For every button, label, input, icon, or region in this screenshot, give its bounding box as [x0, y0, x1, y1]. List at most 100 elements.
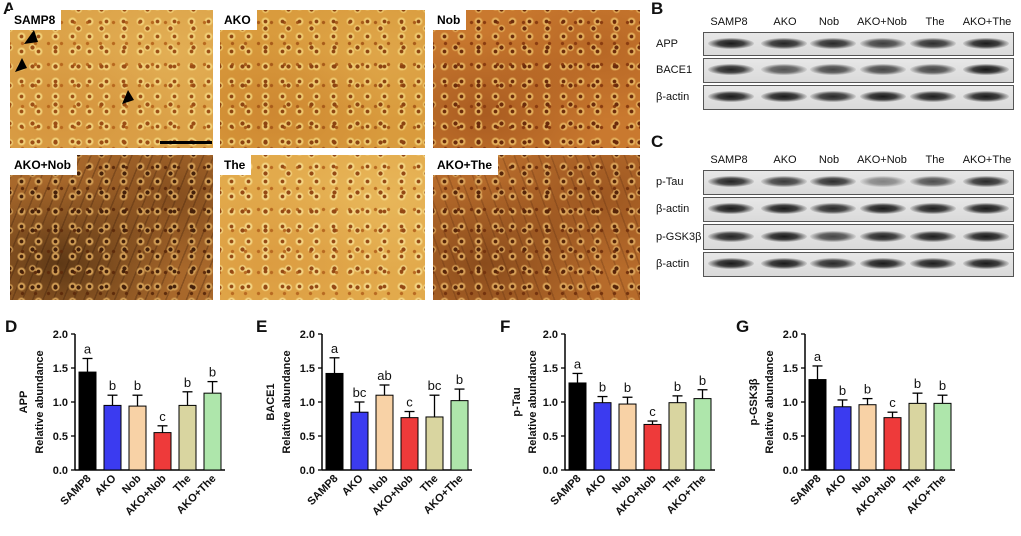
micrograph-ako-nob: AKO+Nob — [10, 155, 213, 300]
micrograph-label: AKO+Nob — [10, 155, 77, 175]
bar-the — [668, 402, 687, 471]
significance-letter: bc — [428, 378, 442, 393]
blot-band — [963, 91, 1009, 102]
blot-row-label: β-actin — [656, 203, 690, 215]
panel-label-c: C — [651, 132, 664, 151]
bar-ako-nob — [643, 423, 662, 471]
y-axis-title-marker: APP — [18, 391, 30, 414]
blot-band — [860, 91, 906, 102]
y-tick-label: 0.5 — [543, 431, 558, 443]
bar-samp8 — [808, 379, 827, 471]
bar-charts: APP Relative abundance 0.0 0.5 1.0 1.5 2.0 a SAM… — [18, 329, 955, 518]
significance-letter: c — [649, 404, 656, 419]
blot-row-label: β-actin — [656, 258, 690, 270]
blot-lane-label: Nob — [818, 154, 840, 166]
blot-band — [910, 91, 956, 102]
significance-letter: c — [159, 409, 166, 424]
blot-band — [708, 64, 754, 75]
bar-ako-the — [203, 392, 222, 471]
blot-strip-p-gsk3b — [703, 224, 1014, 250]
blot-band — [910, 203, 956, 214]
y-axis-title: Relative abundance — [764, 350, 776, 453]
blot-band — [963, 258, 1009, 269]
blot-band — [860, 176, 906, 187]
y-tick-label: 1.5 — [543, 363, 558, 375]
bar-ako — [103, 404, 122, 471]
bar-ako — [350, 411, 369, 471]
blot-lane-label: The — [925, 16, 945, 28]
y-tick-label: 0.5 — [783, 431, 798, 443]
bar-ako-nob — [400, 417, 419, 471]
blot-band — [810, 203, 856, 214]
bar-nob — [128, 405, 147, 471]
scale-bar — [160, 141, 212, 144]
panel-label-e: E — [256, 317, 268, 336]
bar-chart: p-Tau Relative abundance 0.0 0.5 1.0 1.5 2.0 a S… — [511, 329, 715, 518]
x-tick-label: AKO — [583, 472, 609, 498]
y-tick-label: 0.0 — [300, 465, 315, 477]
blot-lane-label: AKO+Nob — [857, 154, 907, 166]
bar-ako-nob — [153, 432, 172, 471]
blot-row-label: APP — [656, 38, 679, 50]
y-axis-title-marker: p-GSK3β — [748, 378, 760, 425]
blot-band — [910, 258, 956, 269]
bar-ako-the — [933, 402, 952, 471]
bar-the — [425, 416, 444, 471]
significance-letter: a — [331, 341, 339, 356]
blot-band — [860, 230, 906, 242]
micrograph-the: The — [220, 155, 425, 300]
micrograph-label: AKO+The — [433, 155, 499, 175]
significance-letter: ab — [377, 368, 391, 383]
blot-band — [910, 230, 956, 242]
y-tick-label: 0.0 — [53, 465, 68, 477]
blot-band — [810, 64, 856, 75]
x-tick-label: SAMP8 — [305, 473, 340, 508]
blot-band — [708, 91, 754, 102]
blot-band — [963, 64, 1009, 75]
blot-band — [963, 37, 1009, 49]
significance-letter: a — [84, 341, 92, 356]
blot-row-label: p-GSK3β — [656, 231, 702, 243]
blot-band — [860, 203, 906, 214]
blot-band — [708, 230, 754, 242]
blot-band — [810, 37, 856, 49]
micrograph-nob: Nob — [433, 10, 640, 148]
significance-letter: b — [109, 378, 116, 393]
significance-letter: b — [674, 379, 681, 394]
blot-band — [860, 64, 906, 75]
panel-label-b: B — [651, 0, 664, 18]
significance-letter: bc — [353, 385, 367, 400]
blot-band — [810, 230, 856, 242]
y-tick-label: 1.0 — [543, 397, 558, 409]
bar-chart: BACE1 Relative abundance 0.0 0.5 1.0 1.5 2.0 a S… — [265, 329, 472, 518]
blot-row-label: BACE1 — [656, 64, 693, 76]
significance-letter: b — [699, 373, 706, 388]
blot-band — [761, 37, 807, 49]
blot-band — [708, 258, 754, 269]
y-axis-title: Relative abundance — [34, 350, 46, 453]
bar-chart: APP Relative abundance 0.0 0.5 1.0 1.5 2.0 a SAM… — [18, 329, 225, 518]
significance-letter: c — [889, 395, 896, 410]
bar-samp8 — [325, 372, 344, 471]
y-tick-label: 1.5 — [53, 363, 68, 375]
blot-lane-label: AKO — [773, 154, 797, 166]
blot-band — [761, 64, 807, 75]
micrograph-ako: AKO — [220, 10, 425, 148]
blot-band — [910, 37, 956, 49]
bar-samp8 — [568, 382, 587, 471]
blot-band — [810, 176, 856, 187]
significance-letter: b — [864, 382, 871, 397]
blot-band — [761, 91, 807, 102]
blot-band — [761, 258, 807, 269]
blot-band — [708, 176, 754, 187]
y-tick-label: 1.5 — [300, 363, 315, 375]
blot-band — [910, 176, 956, 187]
blot-band — [963, 176, 1009, 187]
significance-letter: b — [209, 365, 216, 380]
blot-band — [860, 37, 906, 49]
blot-band — [761, 230, 807, 242]
bar-ako-the — [450, 400, 469, 471]
significance-letter: b — [914, 376, 921, 391]
blot-lane-label: Nob — [818, 16, 840, 28]
blot-band — [910, 64, 956, 75]
